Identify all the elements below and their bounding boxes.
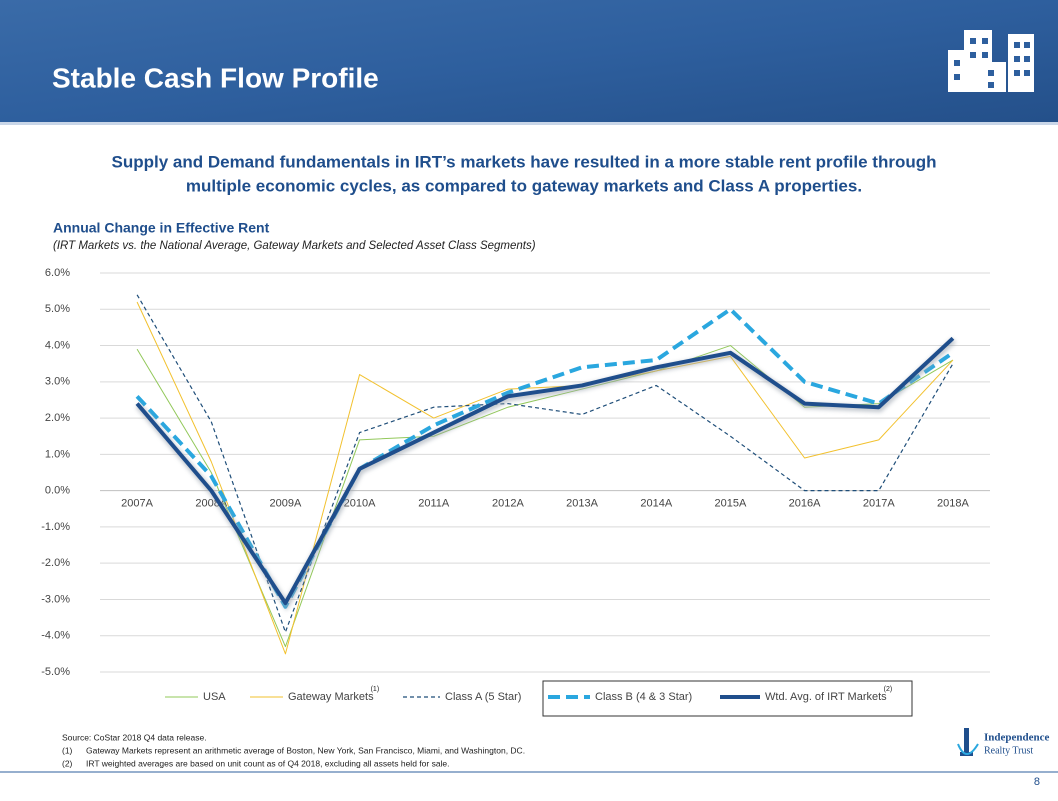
legend-label: Class A (5 Star) [445, 691, 521, 703]
y-tick-label: 4.0% [45, 339, 70, 351]
x-tick-label: 2007A [121, 498, 153, 510]
plot: -5.0% -4.0% -3.0% -2.0% -1.0% 0.0% 1.0% 2.0% 3.0… [41, 267, 990, 678]
x-tick-label: 2011A [418, 498, 450, 510]
legend-label: USA [203, 691, 226, 703]
logo-text: Realty Trust [984, 745, 1033, 756]
slide-subtitle: multiple economic cycles, as compared to… [186, 176, 862, 195]
y-tick-label: -4.0% [41, 630, 70, 642]
x-tick-label: 2010A [344, 498, 376, 510]
y-tick-label: -1.0% [41, 521, 70, 533]
y-tick-label: 6.0% [45, 267, 70, 279]
footnote-text: IRT weighted averages are based on unit … [86, 758, 450, 768]
footnote-text: Gateway Markets represent an arithmetic … [86, 745, 525, 755]
logo-text: Independence [984, 732, 1050, 744]
legend-label: Class B (4 & 3 Star) [595, 691, 692, 703]
slide-subtitle: Supply and Demand fundamentals in IRT’s … [112, 152, 937, 171]
y-tick-label: -5.0% [41, 666, 70, 678]
header-band [0, 0, 1058, 122]
footnote-marker: (2) [62, 758, 73, 768]
legend: USA Gateway Markets(1) Class A (5 Star) Cla… [165, 680, 913, 717]
footnote-source: Source: CoStar 2018 Q4 data release. [62, 732, 207, 742]
y-tick-label: 1.0% [45, 448, 70, 460]
x-tick-label: 2016A [789, 498, 821, 510]
x-tick-label: 2015A [715, 498, 747, 510]
legend-note: (2) [884, 686, 893, 693]
y-tick-label: 5.0% [45, 303, 70, 315]
chart-title: Annual Change in Effective Rent [53, 220, 270, 236]
building-windows [954, 38, 1030, 88]
footnote-marker: (1) [62, 745, 73, 755]
legend-note: (1) [371, 686, 380, 693]
legend-label: Gateway Markets [288, 691, 374, 703]
header-rule [0, 122, 1058, 125]
line [136, 294, 954, 633]
y-tick-label: 0.0% [45, 485, 70, 497]
legend-label: Wtd. Avg. of IRT Markets [765, 691, 887, 703]
y-tick-label: 3.0% [45, 376, 70, 388]
y-tick-label: 2.0% [45, 412, 70, 424]
x-tick-label: 2017A [863, 498, 895, 510]
x-tick-label: 2012A [492, 498, 524, 510]
legend-highlight-box [542, 680, 913, 717]
x-tick-label: 2018A [937, 498, 969, 510]
x-tick-label: 2014A [640, 498, 672, 510]
line [135, 336, 955, 606]
y-tick-label: -3.0% [41, 593, 70, 605]
line [136, 301, 954, 655]
y-tick-label: -2.0% [41, 557, 70, 569]
x-tick-label: 2009A [270, 498, 302, 510]
page-number: 8 [1034, 776, 1040, 788]
x-tick-label: 2013A [566, 498, 598, 510]
chart-subtitle: (IRT Markets vs. the National Average, G… [53, 240, 536, 252]
slide-title: Stable Cash Flow Profile [52, 62, 379, 93]
logo [957, 728, 979, 756]
